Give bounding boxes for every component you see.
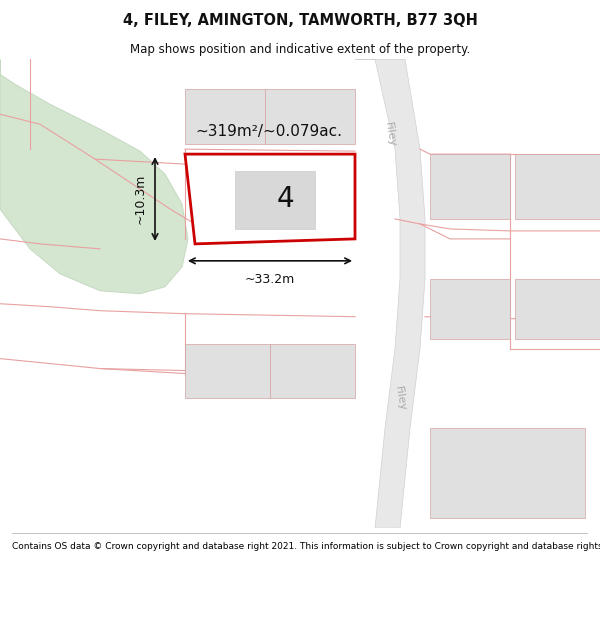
Bar xyxy=(235,171,315,229)
Bar xyxy=(430,428,585,518)
Text: ~33.2m: ~33.2m xyxy=(245,272,295,286)
Bar xyxy=(270,344,355,399)
Text: Contains OS data © Crown copyright and database right 2021. This information is : Contains OS data © Crown copyright and d… xyxy=(12,542,600,551)
Bar xyxy=(265,89,355,144)
Text: ~10.3m: ~10.3m xyxy=(134,174,147,224)
Polygon shape xyxy=(185,154,355,244)
Bar xyxy=(515,154,600,219)
Text: Filey: Filey xyxy=(383,121,397,148)
Polygon shape xyxy=(0,59,188,294)
Bar xyxy=(185,89,265,144)
Bar xyxy=(430,154,510,219)
Bar xyxy=(515,279,600,339)
Text: Filey: Filey xyxy=(393,385,407,412)
Text: ~319m²/~0.079ac.: ~319m²/~0.079ac. xyxy=(195,124,342,139)
Text: 4, FILEY, AMINGTON, TAMWORTH, B77 3QH: 4, FILEY, AMINGTON, TAMWORTH, B77 3QH xyxy=(122,13,478,28)
Bar xyxy=(185,344,270,399)
Text: Map shows position and indicative extent of the property.: Map shows position and indicative extent… xyxy=(130,42,470,56)
Bar xyxy=(430,279,510,339)
Polygon shape xyxy=(355,59,425,528)
Text: 4: 4 xyxy=(276,185,294,213)
